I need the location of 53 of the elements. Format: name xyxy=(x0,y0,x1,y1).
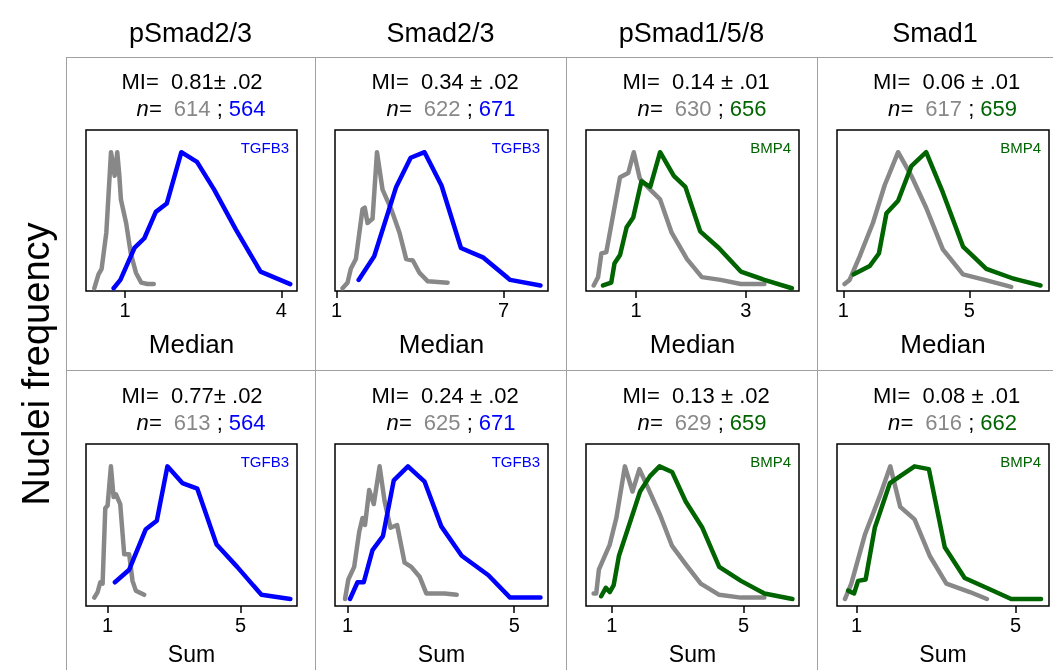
text: MI= 0.14 ± .01 xyxy=(622,68,770,94)
x-axis-title: Sum xyxy=(668,640,717,667)
x-tick-label: 1 xyxy=(837,299,849,321)
x-tick-label: 5 xyxy=(963,299,975,321)
text: MI= 0.81± .02 xyxy=(121,68,263,94)
x-axis-title: Median xyxy=(398,329,485,359)
text: n= 614 ; 564 xyxy=(136,95,266,121)
text: MI= 0.77± .02 xyxy=(121,382,263,408)
x-tick-label: 1 xyxy=(119,299,131,321)
x-tick-label: 1 xyxy=(331,299,343,321)
text: n= 617 ; 659 xyxy=(888,95,1018,121)
text: n= 630 ; 656 xyxy=(637,95,767,121)
x-tick-label: 1 xyxy=(850,614,863,636)
x-tick-label: 5 xyxy=(234,614,247,636)
x-tick-label: 5 xyxy=(508,614,520,636)
text: MI= 0.06 ± .01 xyxy=(873,68,1021,94)
x-tick-label: 5 xyxy=(738,614,750,636)
x-axis-title: Median xyxy=(900,329,986,359)
x-axis-title: Median xyxy=(148,329,235,359)
x-axis-title: Sum xyxy=(417,640,466,667)
chart-title: Smad1 xyxy=(892,17,978,48)
text: BMP4 xyxy=(750,453,792,470)
text: BMP4 xyxy=(1000,453,1042,470)
text: TGFB3 xyxy=(491,139,540,156)
text: n= 616 ; 662 xyxy=(888,409,1018,435)
x-axis-title: Median xyxy=(649,329,736,359)
text: n= 625 ; 671 xyxy=(386,409,516,435)
x-tick-label: 3 xyxy=(740,299,752,321)
chart-title: pSmad2/3 xyxy=(128,17,253,48)
text: BMP4 xyxy=(1000,139,1042,156)
x-tick-label: 4 xyxy=(275,299,287,321)
x-axis-title: Sum xyxy=(167,640,216,667)
text: TGFB3 xyxy=(491,453,540,470)
x-tick-label: 1 xyxy=(630,299,642,321)
chart-title: pSmad1/5/8 xyxy=(618,17,765,48)
text: n= 629 ; 659 xyxy=(637,409,767,435)
x-tick-label: 1 xyxy=(606,614,618,636)
text: n= 613 ; 564 xyxy=(136,409,266,435)
text: n= 622 ; 671 xyxy=(386,95,516,121)
x-tick-label: 5 xyxy=(1010,614,1022,636)
text: BMP4 xyxy=(750,139,792,156)
x-axis-title: Sum xyxy=(919,640,967,667)
x-tick-label: 7 xyxy=(497,299,510,321)
text: MI= 0.08 ± .01 xyxy=(873,382,1021,408)
chart-title: Smad2/3 xyxy=(386,17,495,48)
x-tick-label: 1 xyxy=(102,614,114,636)
text: MI= 0.34 ± .02 xyxy=(371,68,519,94)
y-axis-title: Nuclei frequency xyxy=(14,222,58,506)
x-tick-label: 1 xyxy=(341,614,354,636)
text: TGFB3 xyxy=(240,139,289,156)
text: MI= 0.13 ± .02 xyxy=(622,382,770,408)
text: MI= 0.24 ± .02 xyxy=(371,382,519,408)
text: TGFB3 xyxy=(240,453,289,470)
